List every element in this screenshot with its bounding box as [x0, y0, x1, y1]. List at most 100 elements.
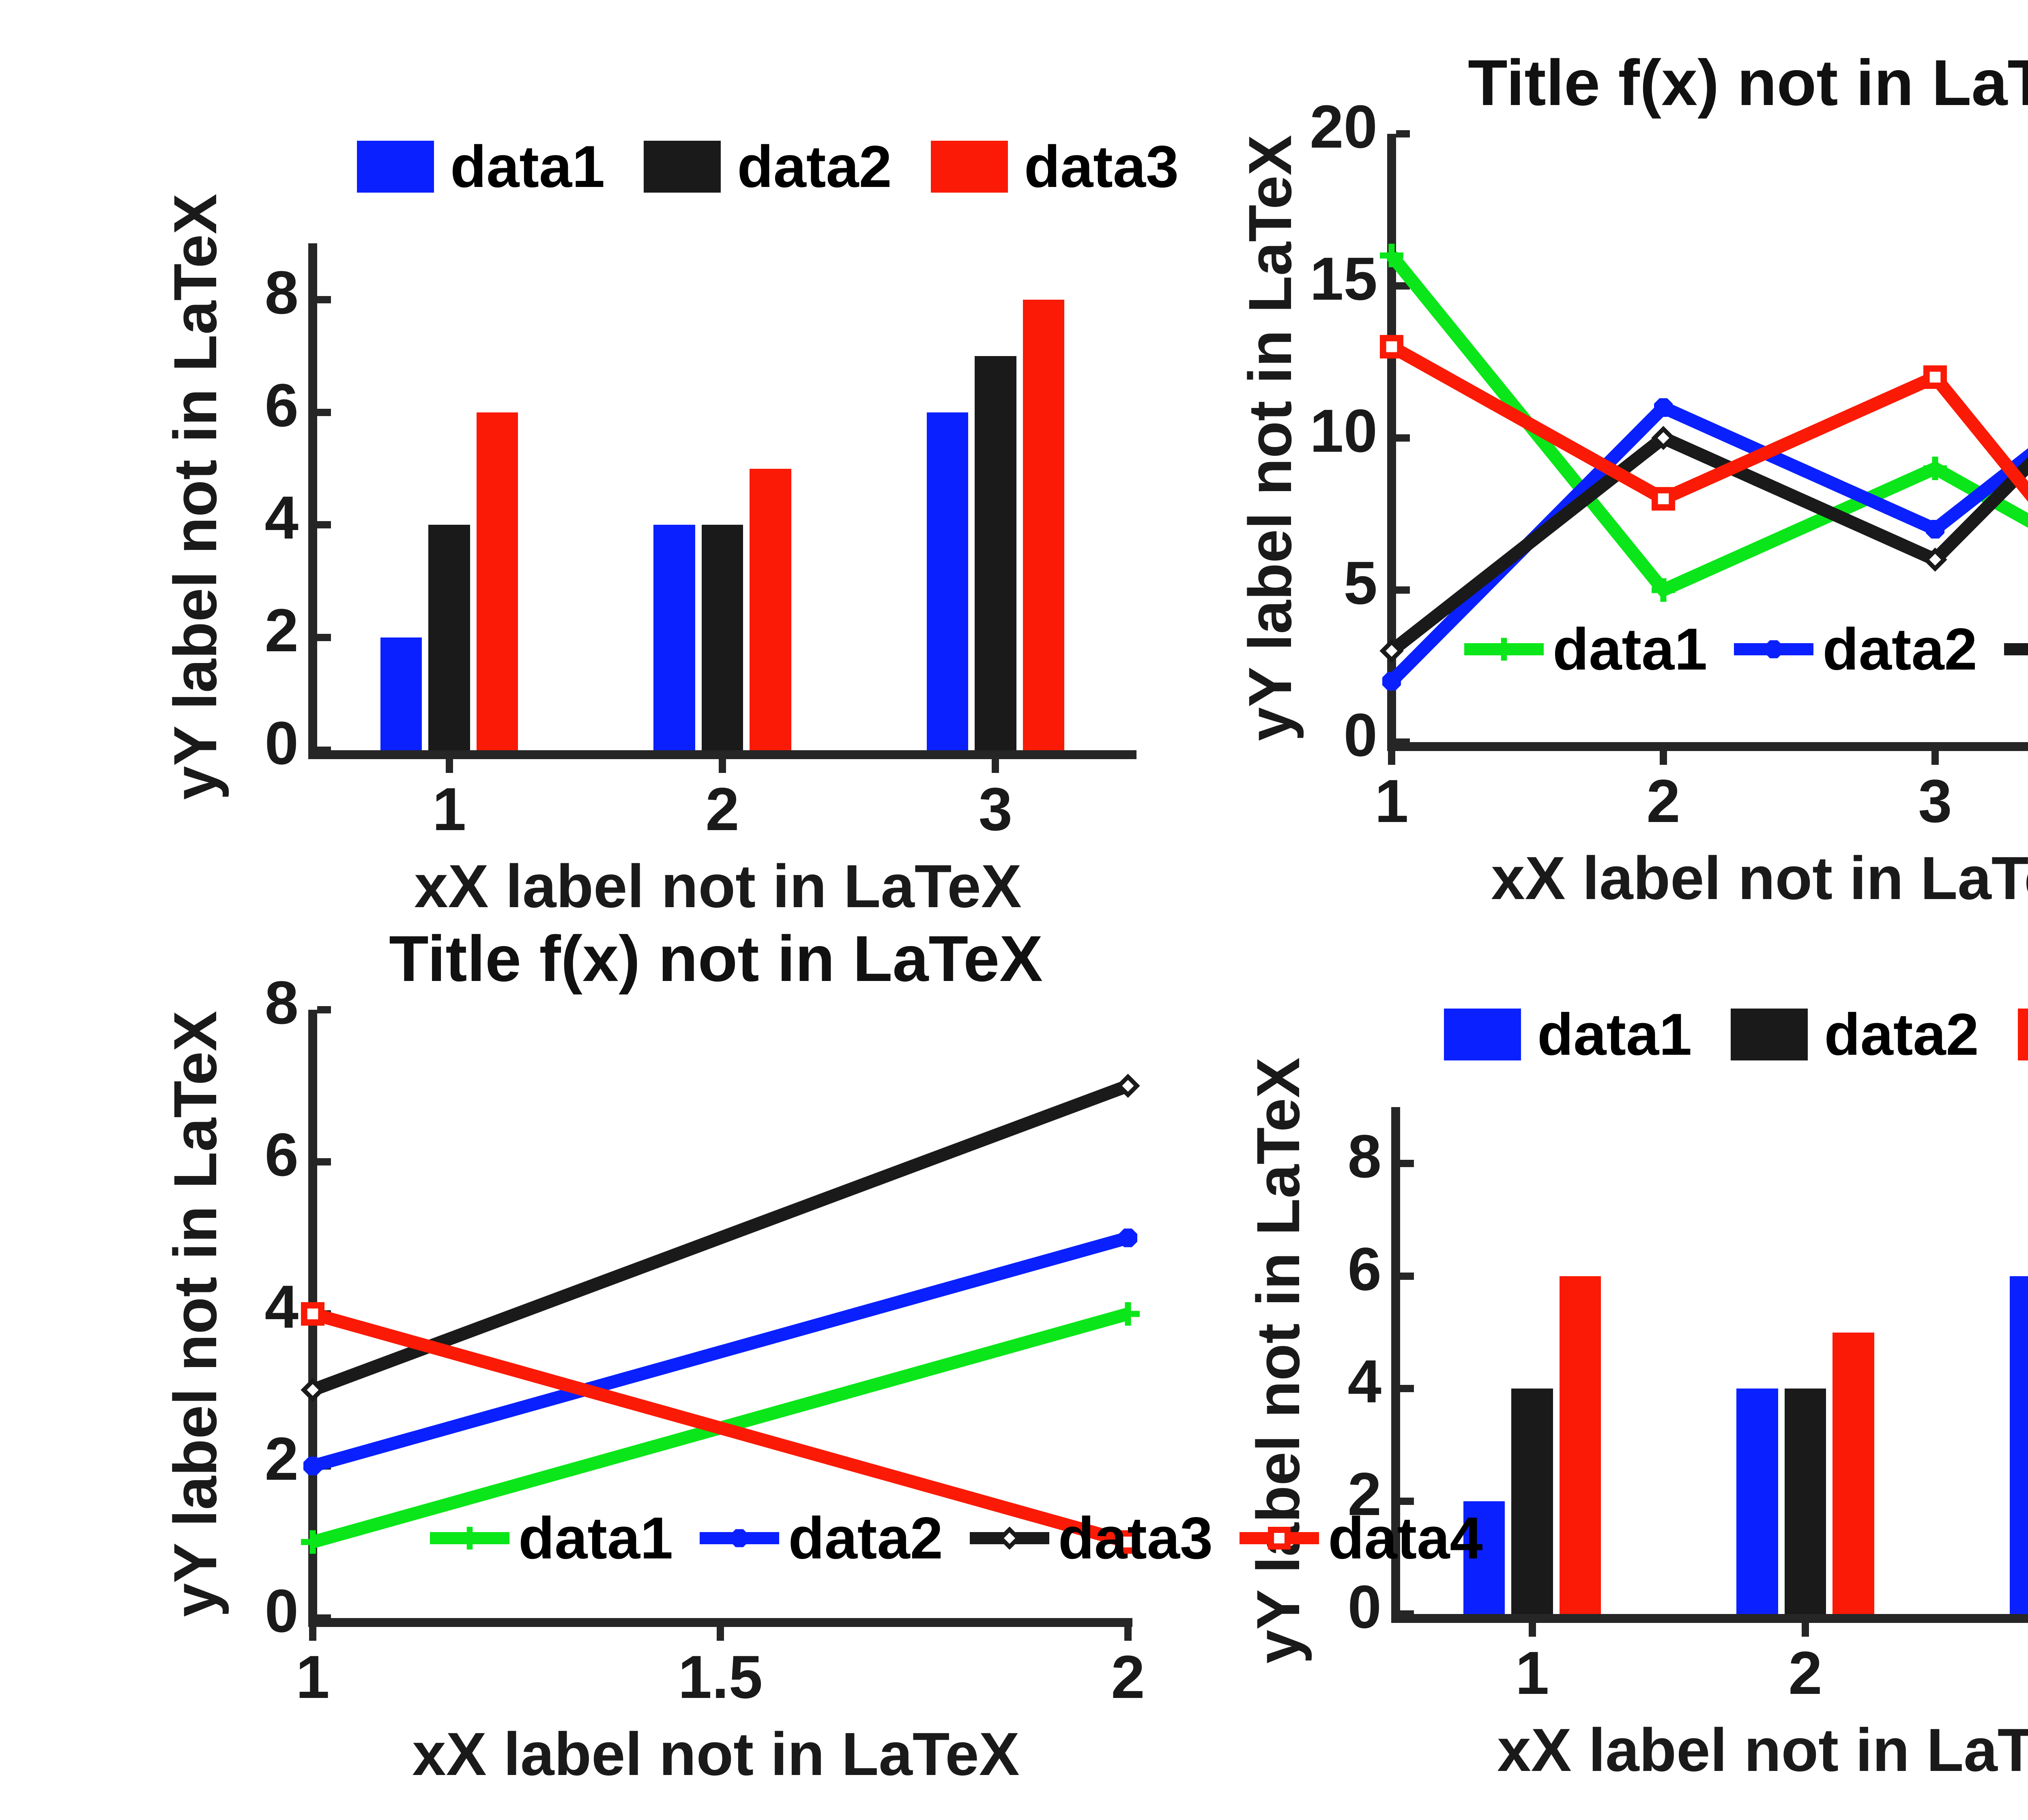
p3-y-tick — [317, 1310, 331, 1318]
p1-bar — [926, 412, 968, 750]
p3-y-tick-label: 6 — [264, 1120, 299, 1189]
p2-x-tick-label: 3 — [1918, 767, 1952, 835]
p2-line-data3 — [1388, 430, 2028, 656]
p4-y-tick — [1400, 1498, 1414, 1505]
p3-line-data2 — [311, 1232, 1130, 1472]
p3-y-tick — [317, 1462, 331, 1470]
p2-y-tick-label: 20 — [1310, 92, 1377, 161]
p4-y-tick — [1400, 1610, 1414, 1618]
p3-legend-marker-data4 — [1268, 1527, 1291, 1550]
p1-x-axis-label: xX label not in LaTeX — [414, 852, 1022, 920]
p2-legend-line-data3 — [2004, 643, 2028, 655]
p1-legend-swatch-data2 — [644, 141, 721, 193]
p2-y-tick-label: 5 — [1343, 549, 1377, 617]
p2-y-axis-label: yY label not in LaTeX — [1236, 135, 1304, 741]
p1-y-tick-label: 4 — [264, 483, 299, 552]
p1-y-tick-label: 2 — [264, 596, 299, 665]
p4-bar — [1463, 1501, 1505, 1614]
p4-legend-label-data1: data1 — [1537, 1001, 1692, 1067]
p2-legend-label-data1: data1 — [1553, 616, 1708, 682]
p1-bar — [701, 525, 743, 750]
p1-x-tick-label: 1 — [432, 775, 466, 843]
p1-y-axis-label: yY label not in LaTeX — [161, 193, 229, 800]
p1-x-tick-label: 2 — [705, 775, 739, 843]
p4-legend-swatch-data1 — [1444, 1009, 1521, 1060]
p4-x-tick-label: 3 — [2013, 1642, 2028, 1703]
p2-title: Title f(x) not in LaTeX — [1468, 46, 2028, 119]
p2-legend-marker-data2 — [1762, 638, 1785, 661]
p3-line-data1 — [311, 1307, 1130, 1548]
p3-marker-data2 — [1119, 1228, 1137, 1247]
p3-line-data3 — [310, 1080, 1130, 1396]
p1-y-axis-line — [308, 243, 317, 759]
p1-y-tick — [317, 296, 331, 303]
p4-x-tick — [1802, 1623, 1809, 1637]
p2-x-tick-label: 1 — [1375, 767, 1409, 835]
p4-bar — [2009, 1276, 2028, 1614]
p1-plot-area: 0 2 4 6 8 1 2 3 xX label not in LaTeX yY label no… — [161, 194, 1136, 916]
p2-legend-label-data2: data2 — [1822, 616, 1977, 682]
p1-y-tick — [317, 634, 331, 642]
p1-bar — [975, 356, 1016, 750]
p4-bar — [1560, 1276, 1601, 1614]
p2-x-tick — [1660, 751, 1667, 765]
p3-x-axis-line — [308, 1618, 1132, 1627]
p3-y-tick-label: 0 — [264, 1577, 299, 1645]
p3-x-tick-label: 1 — [296, 1643, 330, 1711]
p4-x-tick — [1528, 1623, 1536, 1637]
p3-y-axis-line — [308, 1010, 317, 1627]
p3-y-tick-label: 8 — [264, 968, 299, 1037]
p4-bar — [1736, 1389, 1778, 1614]
p1-legend-swatch-data3 — [930, 141, 1008, 193]
p4-bar — [1833, 1332, 1874, 1614]
p4-y-tick — [1400, 1272, 1414, 1280]
p3-legend-key-data2 — [700, 1527, 780, 1550]
p3-y-tick-label: 2 — [264, 1425, 299, 1493]
p2-y-tick — [1396, 586, 1410, 594]
p2-marker-data4 — [1652, 487, 1675, 511]
p1-bar — [428, 525, 470, 750]
p4-y-tick-label: 0 — [1347, 1573, 1381, 1641]
p3-legend-marker-data2 — [728, 1527, 751, 1550]
p2-x-axis-label: xX label not in LaTeX — [1491, 844, 2028, 912]
p4-x-axis-line — [1391, 1614, 2028, 1623]
p2-marker-data3 — [1923, 547, 1947, 572]
p1-legend-swatch-data1 — [357, 141, 434, 193]
p1-legend: data1 data2 data3 — [357, 137, 1179, 196]
p2-y-tick — [1396, 738, 1410, 746]
p3-legend: data1 data2 data3 data4 — [430, 1509, 1483, 1568]
p1-bar — [477, 412, 518, 750]
p2-legend-marker-data1 — [1493, 638, 1515, 661]
p1-y-tick — [317, 408, 331, 416]
p2-x-tick — [1931, 751, 1939, 765]
p4-y-axis-label: yY label not in LaTeX — [1244, 1057, 1312, 1664]
p1-y-tick-label: 6 — [264, 371, 299, 439]
p4-x-tick-label: 1 — [1515, 1639, 1549, 1707]
p4-y-tick-label: 6 — [1347, 1234, 1381, 1303]
p3-y-axis-label: yY label not in LaTeX — [161, 1011, 229, 1617]
p1-x-tick — [992, 759, 999, 773]
p2-y-axis-line — [1387, 134, 1396, 751]
p2-legend-key-data3 — [2004, 638, 2028, 661]
p1-x-tick — [719, 759, 726, 773]
p2-marker-data2 — [1654, 398, 1673, 417]
p3-x-tick — [717, 1627, 724, 1641]
p2-legend-key-data1 — [1464, 638, 1544, 661]
p2-marker-data4 — [1923, 365, 1947, 389]
p3-marker-data3 — [1116, 1073, 1140, 1098]
p1-x-axis-line — [308, 750, 1136, 759]
p1-x-tick — [445, 759, 453, 773]
p2-y-tick — [1396, 434, 1410, 442]
p3-y-tick — [317, 1614, 331, 1622]
p3-legend-key-data4 — [1240, 1527, 1319, 1550]
p4-bar — [1784, 1389, 1826, 1614]
p1-legend-label-data3: data3 — [1024, 133, 1179, 200]
p4-legend-swatch-data2 — [1731, 1009, 1808, 1060]
p1-legend-label-data1: data1 — [450, 133, 605, 200]
p3-legend-label-data4: data4 — [1328, 1505, 1483, 1571]
p4-legend-label-data2: data2 — [1824, 1001, 1979, 1067]
p2-y-tick-label: 0 — [1343, 701, 1377, 769]
p3-legend-marker-data3 — [998, 1527, 1021, 1550]
p2-marker-data1 — [1923, 457, 1947, 480]
